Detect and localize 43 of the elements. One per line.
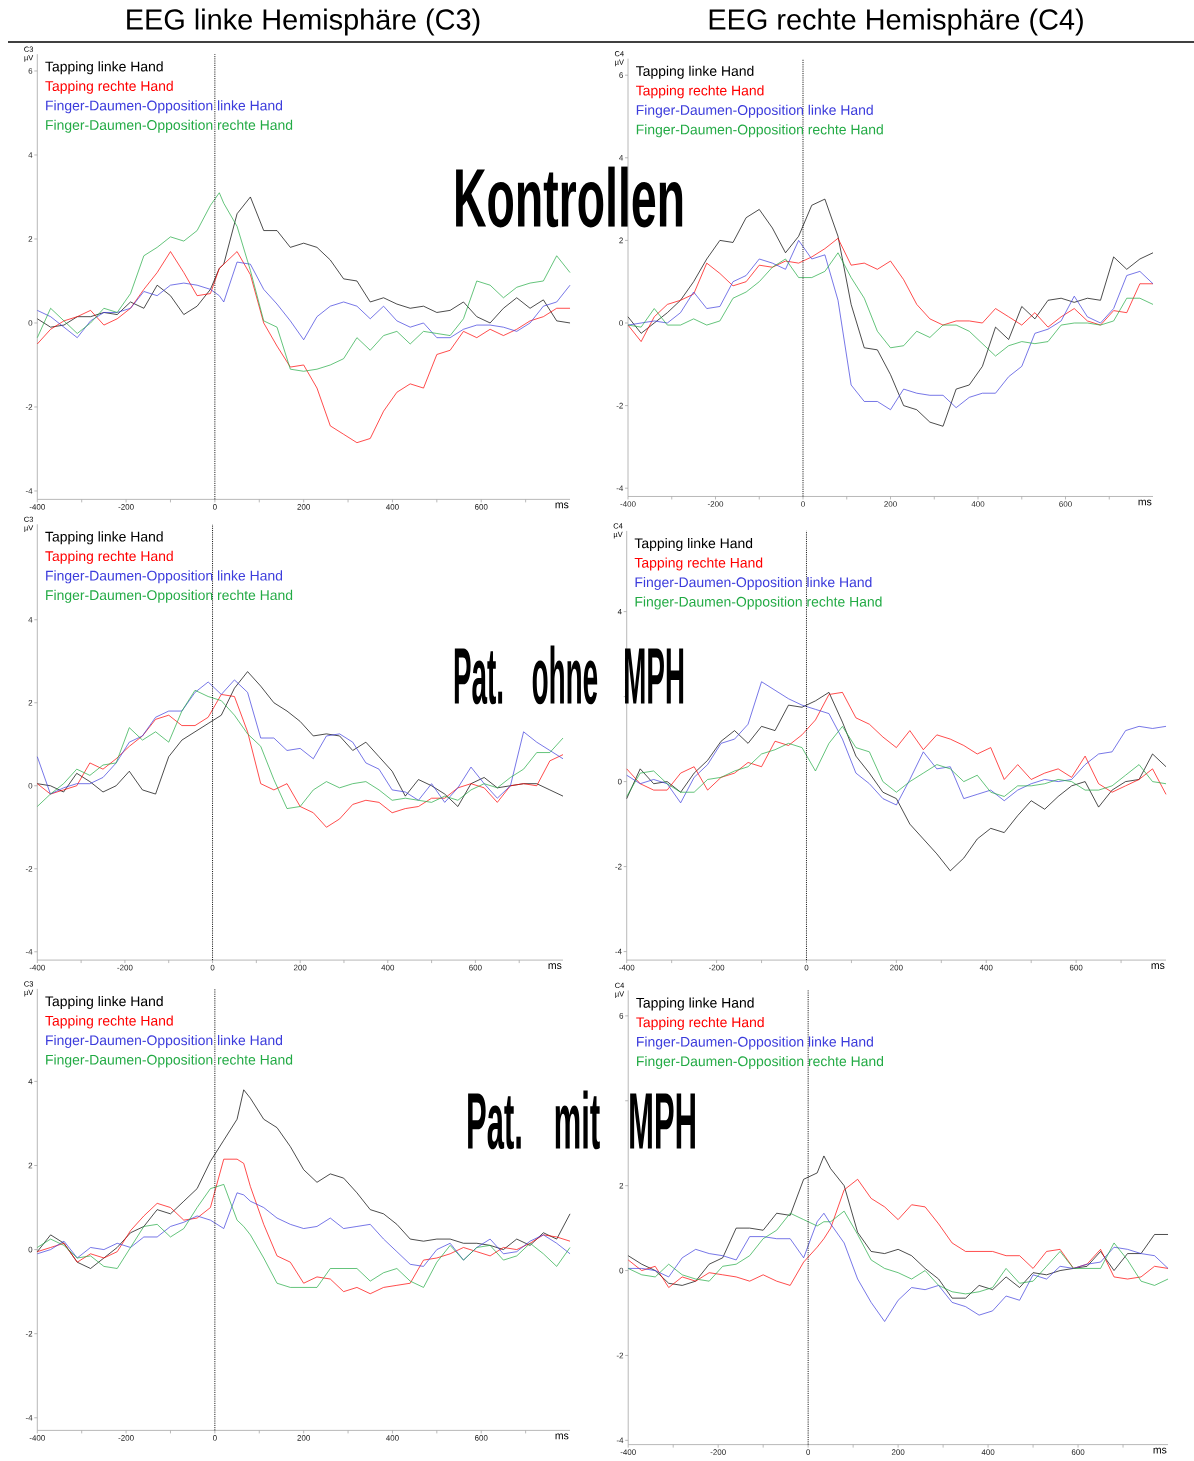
x-axis-title: ms: [555, 502, 569, 509]
text: Tapping rechte Hand: [636, 85, 764, 99]
chart-title: EEG rechte Hemisphäre (C4): [709, 8, 1083, 36]
text: Tapping rechte Hand: [45, 550, 173, 564]
text: Finger-Daumen-Opposition rechte Hand: [636, 124, 883, 138]
text: Finger-Daumen-Opposition rechte Hand: [637, 1055, 884, 1069]
text: Pat. mit MPH: [468, 1090, 695, 1150]
x-axis-title: ms: [1138, 499, 1152, 506]
line-series: [36, 1192, 571, 1267]
text: Finger-Daumen-Opposition linke Hand: [46, 100, 283, 114]
text: Tapping linke Hand: [45, 995, 163, 1009]
line-series: [627, 240, 1154, 411]
line-series: [36, 261, 571, 341]
text: Pat. ohne MPH: [454, 645, 684, 705]
chart-title: EEG linke Hemisphäre (C3): [127, 8, 480, 36]
text: Tapping linke Hand: [636, 65, 754, 79]
text: Tapping linke Hand: [636, 997, 754, 1011]
x-axis-title: ms: [1153, 1447, 1167, 1454]
x-axis-title: ms: [1151, 963, 1165, 970]
line-series: [627, 237, 1154, 342]
text: Finger-Daumen-Opposition linke Hand: [46, 570, 283, 584]
line-series: [36, 251, 571, 444]
line-series: [627, 1212, 1169, 1322]
text: Finger-Daumen-Opposition linke Hand: [637, 1036, 873, 1050]
text: Tapping rechte Hand: [636, 1016, 764, 1030]
text: Tapping rechte Hand: [45, 1015, 173, 1029]
text: Finger-Daumen-Opposition rechte Hand: [46, 119, 293, 133]
text: Finger-Daumen-Opposition linke Hand: [46, 1034, 283, 1048]
x-axis-title: ms: [555, 1433, 569, 1440]
text: Tapping rechte Hand: [45, 80, 173, 94]
x-axis-title: ms: [548, 963, 562, 970]
text: Finger-Daumen-Opposition rechte Hand: [46, 1054, 293, 1068]
text: Tapping linke Hand: [45, 61, 163, 75]
line-series: [626, 726, 1167, 797]
text: Tapping linke Hand: [45, 531, 163, 545]
text: Finger-Daumen-Opposition linke Hand: [636, 104, 873, 118]
text: Finger-Daumen-Opposition linke Hand: [635, 576, 872, 590]
text: Finger-Daumen-Opposition rechte Hand: [46, 589, 293, 603]
text: Finger-Daumen-Opposition rechte Hand: [635, 596, 882, 610]
line-series: [36, 1158, 571, 1295]
text: Tapping linke Hand: [634, 537, 753, 551]
text: Kontrollen: [456, 166, 683, 228]
text: Tapping rechte Hand: [634, 557, 763, 571]
